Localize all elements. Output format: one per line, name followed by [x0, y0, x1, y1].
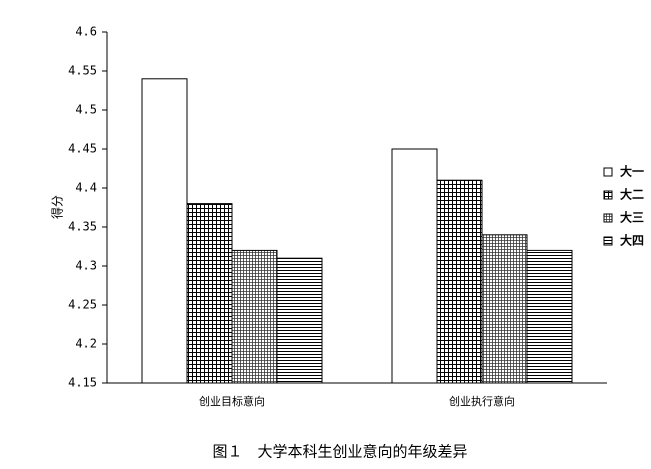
x-tick-label: 创业执行意向	[449, 394, 515, 408]
caption: 图１ 大学本科生创业意向的年级差异	[212, 443, 467, 461]
bar	[526, 249, 573, 384]
legend-swatch	[603, 213, 613, 223]
bar	[141, 78, 188, 384]
x-tick-label: 创业目标意向	[199, 394, 265, 408]
bar	[436, 179, 483, 384]
y-tick-label: 4.6	[75, 25, 97, 39]
bar	[391, 148, 438, 384]
legend-label: 大四	[620, 233, 644, 248]
y-axis-label: 得分	[50, 195, 65, 219]
legend-swatch	[603, 236, 613, 246]
bar	[481, 234, 528, 384]
bar	[186, 203, 233, 384]
y-tick-label: 4.4	[75, 181, 97, 195]
legend-swatch	[603, 190, 613, 200]
legend-label: 大一	[620, 164, 644, 179]
bar	[231, 249, 278, 384]
y-tick-label: 4.2	[75, 337, 97, 351]
y-tick-label: 4.45	[68, 142, 97, 156]
y-tick-label: 4.3	[75, 259, 97, 273]
bar	[276, 257, 323, 384]
legend-swatch	[603, 167, 613, 177]
y-tick-label: 4.35	[68, 220, 97, 234]
legend-label: 大二	[620, 187, 644, 202]
y-tick-label: 4.5	[75, 103, 97, 117]
y-tick-label: 4.15	[68, 376, 97, 390]
y-tick-label: 4.55	[68, 64, 97, 78]
legend-label: 大三	[620, 210, 644, 225]
y-tick-label: 4.25	[68, 298, 97, 312]
